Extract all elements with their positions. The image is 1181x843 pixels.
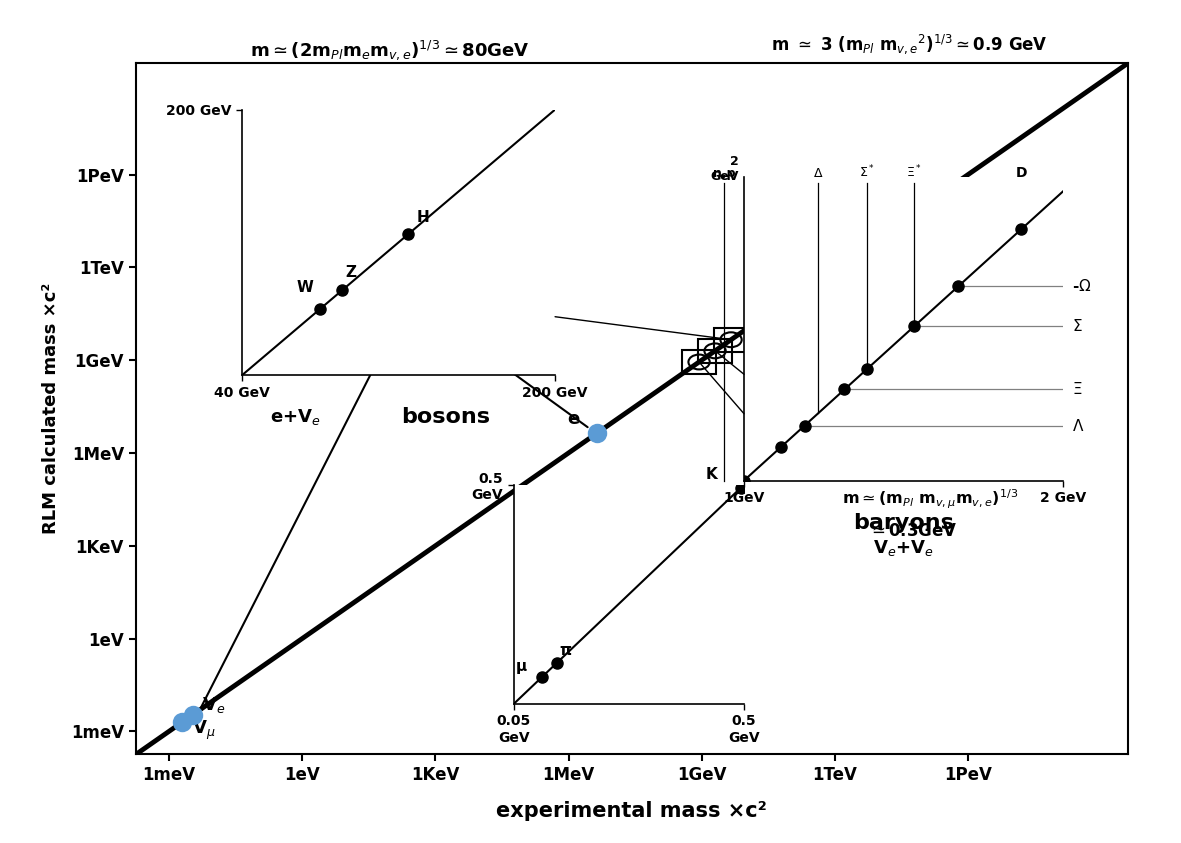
Text: $\Delta$: $\Delta$ bbox=[813, 167, 823, 180]
Text: $\Xi^*$: $\Xi^*$ bbox=[906, 164, 922, 180]
Text: n,p: n,p bbox=[713, 167, 736, 180]
Text: $\Xi$: $\Xi$ bbox=[1072, 382, 1083, 397]
Text: baryons: baryons bbox=[853, 513, 954, 533]
Text: μ: μ bbox=[516, 658, 527, 674]
Y-axis label: RLM calculated mass ×c²: RLM calculated mass ×c² bbox=[41, 283, 60, 534]
Text: e: e bbox=[567, 411, 580, 428]
Text: V$_\mu$ + V$_e$: V$_\mu$ + V$_e$ bbox=[842, 419, 915, 443]
Bar bbox=[681, 350, 717, 374]
Text: e+V$_e$: e+V$_e$ bbox=[270, 407, 320, 427]
X-axis label: experimental mass ×c²: experimental mass ×c² bbox=[496, 801, 768, 821]
Text: m$\simeq$(2m$_{Pl}$m$_e$m$_{v,e}$)$^{1/3}$$\simeq$80GeV: m$\simeq$(2m$_{Pl}$m$_e$m$_{v,e}$)$^{1/3… bbox=[250, 38, 529, 62]
Text: -$\Omega$: -$\Omega$ bbox=[1072, 278, 1092, 294]
Bar bbox=[698, 339, 732, 363]
Text: $\Lambda$: $\Lambda$ bbox=[1072, 417, 1085, 433]
Text: leptons: leptons bbox=[322, 332, 422, 356]
Bar bbox=[713, 328, 749, 352]
Text: V$_e$: V$_e$ bbox=[202, 695, 226, 715]
Text: Z: Z bbox=[346, 266, 357, 280]
Text: m $\simeq$ 3 (m$_{Pl}$ m$_{v,e}$$^{2}$)$^{1/3}$$\simeq$0.9 GeV: m $\simeq$ 3 (m$_{Pl}$ m$_{v,e}$$^{2}$)$… bbox=[771, 32, 1048, 56]
Text: V$_e$+V$_e$: V$_e$+V$_e$ bbox=[873, 538, 934, 558]
Text: 2
GeV: 2 GeV bbox=[711, 155, 739, 183]
Text: π: π bbox=[560, 643, 572, 658]
Text: $\Sigma$: $\Sigma$ bbox=[1072, 319, 1083, 335]
Text: D: D bbox=[1016, 166, 1027, 180]
Text: K: K bbox=[705, 467, 717, 482]
Text: V$_\mu$ + V$_\mu$: V$_\mu$ + V$_\mu$ bbox=[842, 447, 915, 470]
Text: $\simeq$0.3GeV: $\simeq$0.3GeV bbox=[868, 523, 958, 540]
Text: H: H bbox=[416, 211, 429, 225]
Text: W: W bbox=[296, 280, 314, 295]
Text: $\Sigma^*$: $\Sigma^*$ bbox=[859, 164, 875, 180]
Text: bosons: bosons bbox=[402, 407, 490, 427]
Text: m$\simeq$(m$_{Pl}$ m$_{v,\mu}$m$_{v,e}$)$^{1/3}$: m$\simeq$(m$_{Pl}$ m$_{v,\mu}$m$_{v,e}$)… bbox=[842, 487, 1018, 511]
Text: V$_\mu$: V$_\mu$ bbox=[191, 719, 215, 742]
